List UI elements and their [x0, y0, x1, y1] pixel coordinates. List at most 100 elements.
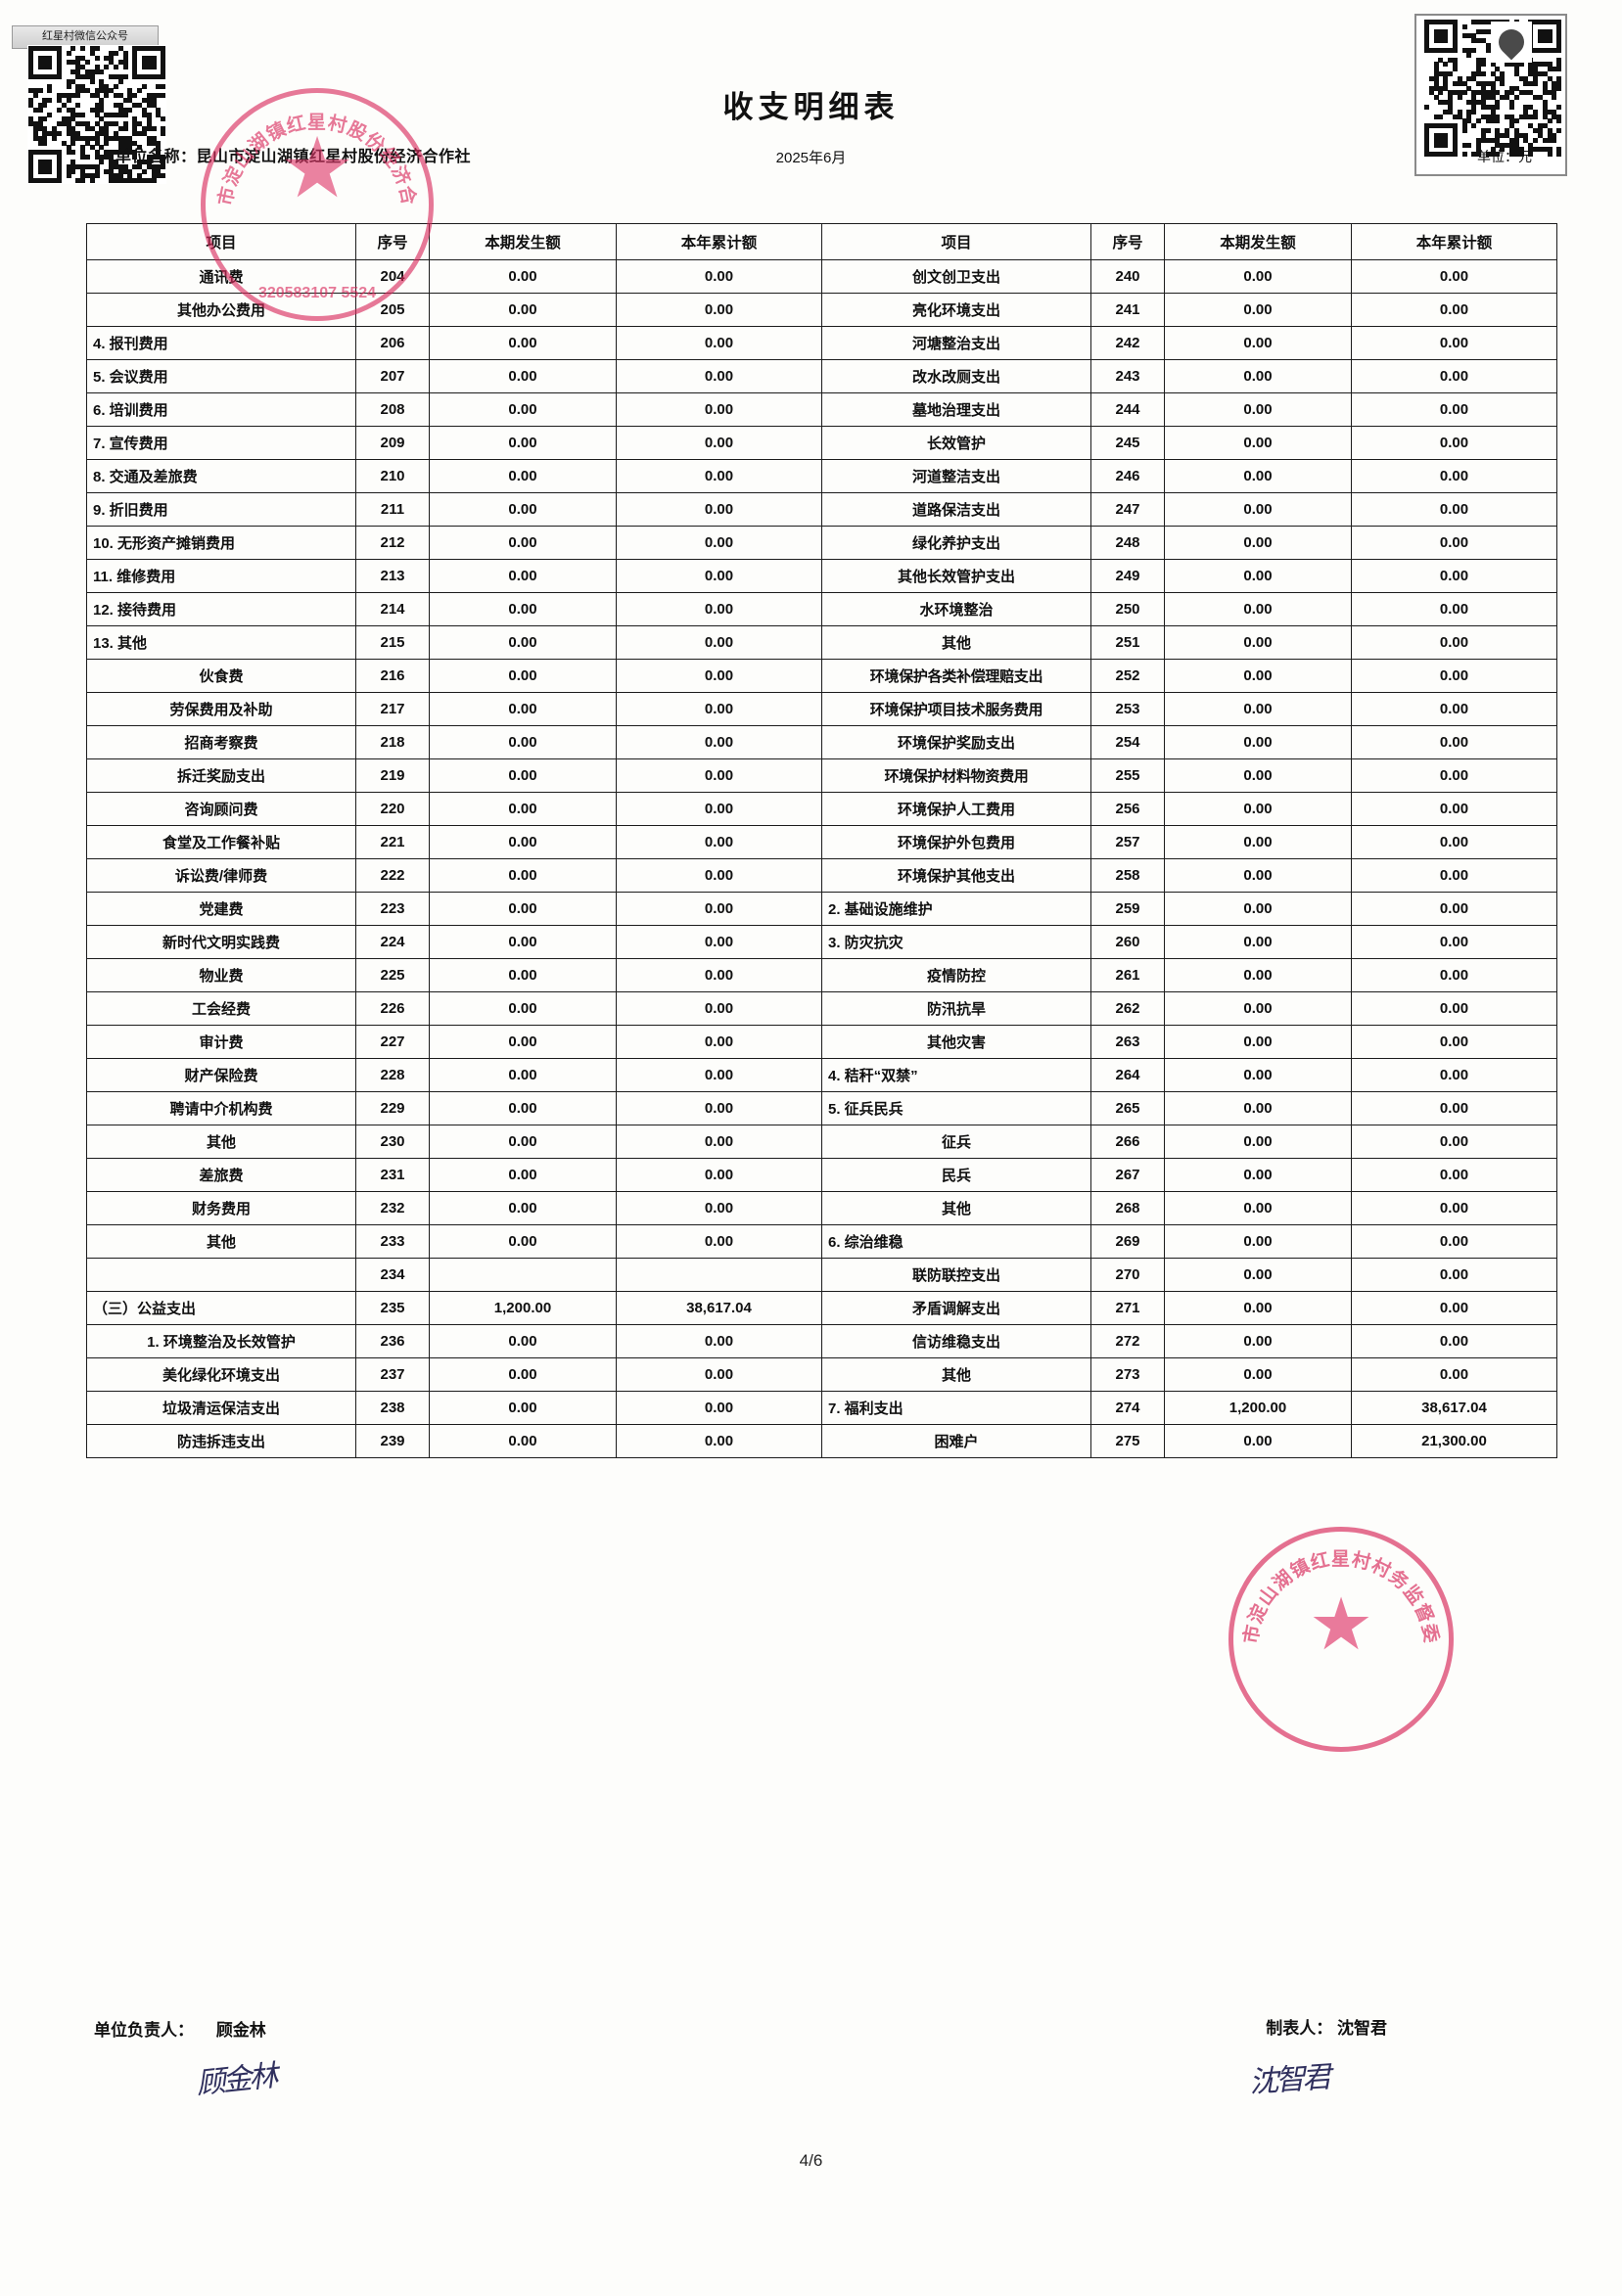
row-current-left: 0.00 — [429, 692, 617, 726]
row-current-right: 0.00 — [1164, 1324, 1352, 1358]
row-no-right: 273 — [1090, 1357, 1165, 1392]
row-item-left: 党建费 — [86, 892, 356, 926]
table-row: 其他 233 0.00 0.00 6. 综治维稳 269 0.00 0.00 — [86, 1224, 1557, 1259]
row-item-right: 其他长效管护支出 — [821, 559, 1091, 593]
row-no-right: 267 — [1090, 1158, 1165, 1192]
row-no-right: 241 — [1090, 293, 1165, 327]
row-item-left: 1. 环境整治及长效管护 — [86, 1324, 356, 1358]
row-item-right: 2. 基础设施维护 — [821, 892, 1091, 926]
row-ytd-left: 0.00 — [616, 259, 822, 294]
row-current-right: 0.00 — [1164, 492, 1352, 527]
row-item-right: 联防联控支出 — [821, 1258, 1091, 1292]
row-item-left: 聘请中介机构费 — [86, 1091, 356, 1125]
row-ytd-right: 0.00 — [1351, 326, 1557, 360]
row-no-right: 253 — [1090, 692, 1165, 726]
row-ytd-left: 0.00 — [616, 1125, 822, 1159]
row-no-right: 250 — [1090, 592, 1165, 626]
table-body: 通讯费 204 0.00 0.00 创文创卫支出 240 0.00 0.00 其他办公费用 205… — [86, 259, 1557, 1458]
row-item-right: 墓地治理支出 — [821, 392, 1091, 427]
row-ytd-right: 0.00 — [1351, 1158, 1557, 1192]
row-current-left: 0.00 — [429, 559, 617, 593]
qr-logo-icon — [1491, 22, 1532, 63]
row-ytd-right: 0.00 — [1351, 1291, 1557, 1325]
row-current-left: 0.00 — [429, 758, 617, 793]
table-row: 诉讼费/律师费 222 0.00 0.00 环境保护其他支出 258 0.00 0.00 — [86, 858, 1557, 893]
row-ytd-right: 0.00 — [1351, 792, 1557, 826]
row-ytd-right: 0.00 — [1351, 825, 1557, 859]
row-item-right: 矛盾调解支出 — [821, 1291, 1091, 1325]
row-no-right: 260 — [1090, 925, 1165, 959]
row-current-right: 0.00 — [1164, 459, 1352, 493]
table-row: 其他办公费用 205 0.00 0.00 亮化环境支出 241 0.00 0.00 — [86, 293, 1557, 327]
row-no-right: 255 — [1090, 758, 1165, 793]
row-no-left: 219 — [355, 758, 430, 793]
row-current-right: 0.00 — [1164, 958, 1352, 992]
row-current-left: 0.00 — [429, 1224, 617, 1259]
row-no-right: 269 — [1090, 1224, 1165, 1259]
row-current-right: 0.00 — [1164, 1357, 1352, 1392]
row-ytd-right: 0.00 — [1351, 925, 1557, 959]
row-no-left: 228 — [355, 1058, 430, 1092]
row-current-right: 0.00 — [1164, 592, 1352, 626]
table-row: 防违拆违支出 239 0.00 0.00 困难户 275 0.00 21,300.00 — [86, 1424, 1557, 1458]
row-ytd-right: 0.00 — [1351, 559, 1557, 593]
row-item-left: 食堂及工作餐补贴 — [86, 825, 356, 859]
row-current-left: 0.00 — [429, 991, 617, 1026]
row-no-left: 227 — [355, 1025, 430, 1059]
row-ytd-left: 0.00 — [616, 392, 822, 427]
row-ytd-right: 0.00 — [1351, 459, 1557, 493]
preparer-name: 沈智君 — [1337, 2019, 1387, 2038]
row-item-left: 新时代文明实践费 — [86, 925, 356, 959]
row-item-left: 4. 报刊费用 — [86, 326, 356, 360]
row-item-left: 其他办公费用 — [86, 293, 356, 327]
responsible-person: 单位负责人： 顾金林 — [94, 2016, 266, 2041]
row-no-right: 265 — [1090, 1091, 1165, 1125]
table-row: 13. 其他 215 0.00 0.00 其他 251 0.00 0.00 — [86, 625, 1557, 660]
row-current-right: 0.00 — [1164, 392, 1352, 427]
row-ytd-right: 0.00 — [1351, 725, 1557, 759]
row-current-left: 0.00 — [429, 825, 617, 859]
row-item-left: 通讯费 — [86, 259, 356, 294]
preparer-person: 制表人： 沈智君 — [1266, 2014, 1387, 2039]
row-no-left: 233 — [355, 1224, 430, 1259]
row-no-right: 275 — [1090, 1424, 1165, 1458]
row-current-left: 0.00 — [429, 892, 617, 926]
row-ytd-left: 0.00 — [616, 359, 822, 393]
row-current-left: 0.00 — [429, 858, 617, 893]
row-ytd-right: 0.00 — [1351, 492, 1557, 527]
row-no-left: 232 — [355, 1191, 430, 1225]
table-row: 9. 折旧费用 211 0.00 0.00 道路保洁支出 247 0.00 0.00 — [86, 492, 1557, 527]
row-ytd-left: 0.00 — [616, 1357, 822, 1392]
row-current-right: 0.00 — [1164, 526, 1352, 560]
table-row: 新时代文明实践费 224 0.00 0.00 3. 防灾抗灾 260 0.00 0.00 — [86, 925, 1557, 959]
svg-text:昆山市淀山湖镇红星村村务监督委员会: 昆山市淀山湖镇红星村村务监督委员会 — [1233, 1532, 1442, 1645]
row-no-left: 239 — [355, 1424, 430, 1458]
row-item-right: 3. 防灾抗灾 — [821, 925, 1091, 959]
row-ytd-left: 0.00 — [616, 1091, 822, 1125]
row-item-left: 12. 接待费用 — [86, 592, 356, 626]
table-row: 拆迁奖励支出 219 0.00 0.00 环境保护材料物资费用 255 0.00 0.00 — [86, 758, 1557, 793]
row-no-right: 247 — [1090, 492, 1165, 527]
row-no-left: 222 — [355, 858, 430, 893]
row-item-right: 6. 综治维稳 — [821, 1224, 1091, 1259]
row-ytd-right: 0.00 — [1351, 1025, 1557, 1059]
row-current-right: 0.00 — [1164, 659, 1352, 693]
row-no-left: 214 — [355, 592, 430, 626]
row-item-right: 环境保护人工费用 — [821, 792, 1091, 826]
income-expense-table: 项目 序号 本期发生额 本年累计额 项目 序号 本期发生额 本年累计额 通讯费 2… — [86, 223, 1557, 1458]
row-ytd-left: 0.00 — [616, 1058, 822, 1092]
table-row: 1. 环境整治及长效管护 236 0.00 0.00 信访维稳支出 272 0.00 0.00 — [86, 1324, 1557, 1358]
row-no-right: 256 — [1090, 792, 1165, 826]
row-ytd-right: 0.00 — [1351, 1058, 1557, 1092]
row-no-left: 224 — [355, 925, 430, 959]
row-item-left: 美化绿化环境支出 — [86, 1357, 356, 1392]
row-ytd-left: 0.00 — [616, 1391, 822, 1425]
row-no-right: 249 — [1090, 559, 1165, 593]
table-header-row: 项目 序号 本期发生额 本年累计额 项目 序号 本期发生额 本年累计额 — [86, 223, 1557, 260]
row-item-left: 物业费 — [86, 958, 356, 992]
row-ytd-left: 0.00 — [616, 426, 822, 460]
row-no-left: 217 — [355, 692, 430, 726]
table-row: 7. 宣传费用 209 0.00 0.00 长效管护 245 0.00 0.00 — [86, 426, 1557, 460]
row-current-left: 0.00 — [429, 625, 617, 660]
table-row: 财产保险费 228 0.00 0.00 4. 秸秆“双禁” 264 0.00 0.00 — [86, 1058, 1557, 1092]
